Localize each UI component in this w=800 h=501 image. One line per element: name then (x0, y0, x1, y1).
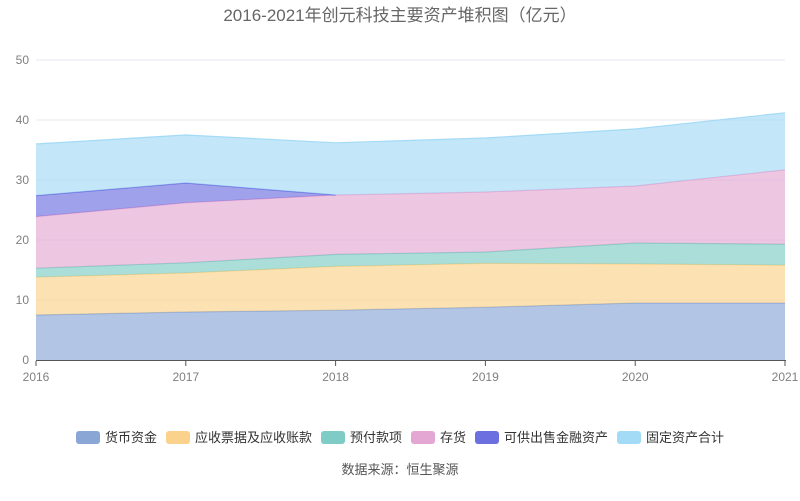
legend-swatch (75, 431, 100, 444)
legend-label: 可供出售金融资产 (504, 430, 609, 445)
area-series-5 (36, 169, 785, 217)
x-tick-label: 2017 (172, 370, 199, 384)
area-series-6 (36, 112, 785, 196)
legend-label: 货币资金 (104, 430, 157, 445)
y-tick-label: 0 (22, 353, 29, 367)
stacked-area-plot: 0 10 20 30 40 50 2016 2017 2018 2019 2020 2021 (16, 53, 799, 384)
x-tick-label: 2019 (472, 370, 499, 384)
legend-swatch (617, 431, 642, 444)
legend-swatch (475, 431, 500, 444)
area-series-2 (36, 263, 785, 315)
legend-item-4[interactable]: 存货 (411, 430, 466, 445)
x-tick-label: 2020 (622, 370, 649, 384)
legend-item-1[interactable]: 货币资金 (75, 430, 157, 445)
x-tick-label: 2018 (322, 370, 349, 384)
legend-label: 固定资产合计 (646, 430, 725, 445)
x-tick-label: 2016 (23, 370, 50, 384)
y-tick-label: 50 (16, 53, 30, 67)
chart-title: 2016-2021年创元科技主要资产堆积图（亿元） (223, 6, 577, 25)
legend-swatch (320, 431, 345, 444)
legend-item-6[interactable]: 固定资产合计 (617, 430, 724, 445)
y-tick-label: 40 (16, 113, 30, 127)
legend-swatch (165, 431, 190, 444)
series-line-6 (35, 112, 786, 145)
data-source-note: 数据来源：恒生聚源 (341, 462, 459, 477)
legend-label: 存货 (440, 430, 467, 445)
legend-label: 应收票据及应收账款 (194, 430, 312, 445)
y-tick-label: 20 (16, 233, 30, 247)
legend-item-3[interactable]: 预付款项 (320, 430, 402, 445)
legend-item-2[interactable]: 应收票据及应收账款 (165, 430, 312, 445)
area-series-3 (36, 243, 785, 278)
y-tick-label: 10 (16, 293, 30, 307)
x-tick-label: 2021 (772, 370, 799, 384)
legend-label: 预付款项 (349, 430, 402, 445)
legend-swatch (411, 431, 435, 444)
legend: 货币资金 应收票据及应收账款 预付款项 存货 可供出售金融资产 固定资产合计 (0, 430, 800, 445)
y-tick-label: 30 (16, 173, 30, 187)
area-series-1 (36, 303, 785, 360)
area-series-4 (36, 169, 785, 269)
legend-item-5[interactable]: 可供出售金融资产 (475, 430, 608, 445)
